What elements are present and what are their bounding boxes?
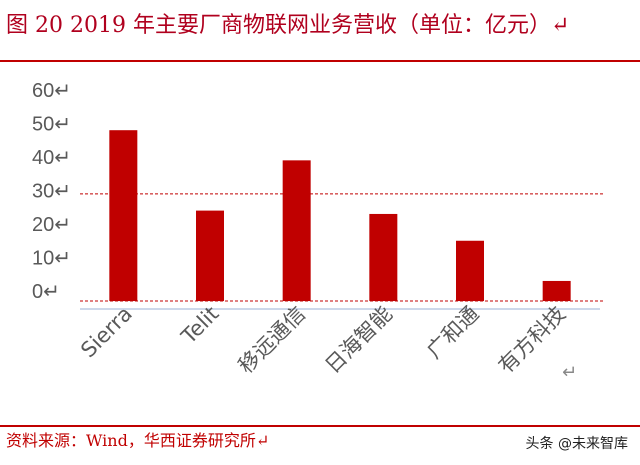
y-tick-label: 0↵ (32, 281, 60, 303)
bar (456, 240, 484, 302)
footer-divider (0, 425, 640, 427)
y-tick-label: 30↵ (32, 181, 71, 203)
figure-title: 图 20 2019 年主要厂商物联网业务营收（单位：亿元）↵ (6, 13, 570, 38)
x-tick-label: 广和通 (422, 302, 484, 364)
x-tick-label: 有方科技 (494, 302, 570, 378)
x-tick-label: 移远通信 (234, 302, 310, 378)
watermark: 头条 @未来智库 (525, 436, 628, 452)
x-tick-label: 日海智能 (321, 302, 397, 378)
revenue-bar-chart: 60↵50↵40↵30↵20↵10↵0↵Sierra Telit 移远通信 日海智能广… (32, 80, 605, 383)
source-note: 资料来源：Wind，华西证券研究所↵ (6, 431, 270, 450)
y-tick-label: 10↵ (32, 248, 71, 270)
title-divider (0, 60, 640, 62)
y-tick-label: 60↵ (32, 80, 71, 102)
bar (109, 130, 138, 302)
y-tick-label: 20↵ (32, 214, 71, 236)
return-mark: ↵ (562, 362, 577, 383)
x-tick-label: Sierra (76, 302, 137, 363)
bar (542, 280, 571, 302)
y-tick-label: 40↵ (32, 147, 71, 169)
bar (369, 213, 398, 302)
y-tick-label: 50↵ (32, 114, 71, 136)
bar (196, 210, 224, 302)
bar (282, 160, 311, 302)
